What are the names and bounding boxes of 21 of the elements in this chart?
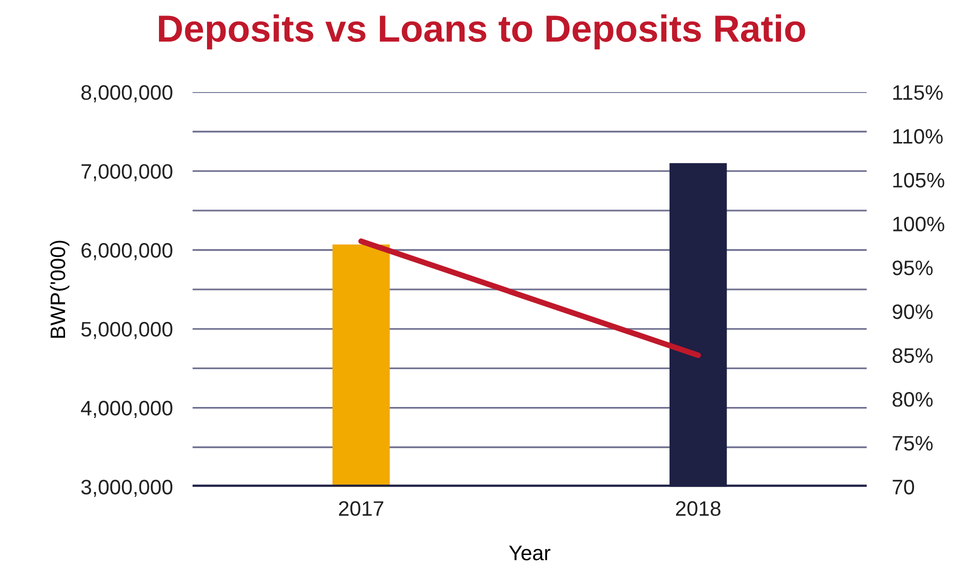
- x-tick-label: 2018: [676, 501, 720, 516]
- y-tick-label: 3,000,000: [81, 480, 172, 497]
- y2-tick-label: 75%: [892, 436, 933, 451]
- chart-title: Deposits vs Loans to Deposits Ratio: [158, 14, 806, 50]
- y2-tick-label: 80%: [892, 392, 933, 407]
- y-tick-label: 6,000,000: [82, 242, 172, 260]
- y2-tick-label: 110%: [893, 129, 943, 144]
- y2-tick-label: 70: [892, 480, 914, 494]
- x-tick-label: 2017: [339, 501, 384, 516]
- y-tick-label: 5,000,000: [81, 322, 172, 340]
- y-tick-label: 7,000,000: [82, 164, 172, 182]
- y2-tick-label: 115%: [893, 85, 943, 100]
- y-tick-label: 4,000,000: [80, 400, 172, 418]
- x-axis-title: Year: [509, 546, 550, 560]
- y2-tick-label: 95%: [892, 260, 933, 276]
- y2-tick-label: 105%: [893, 172, 944, 188]
- y2-tick-label: 85%: [892, 348, 933, 363]
- y-axis-title: BWP('000): [50, 240, 70, 338]
- y2-tick-label: 100%: [893, 216, 944, 232]
- y2-tick-label: 90%: [892, 304, 933, 320]
- y-tick-label: 8,000,000: [81, 85, 172, 102]
